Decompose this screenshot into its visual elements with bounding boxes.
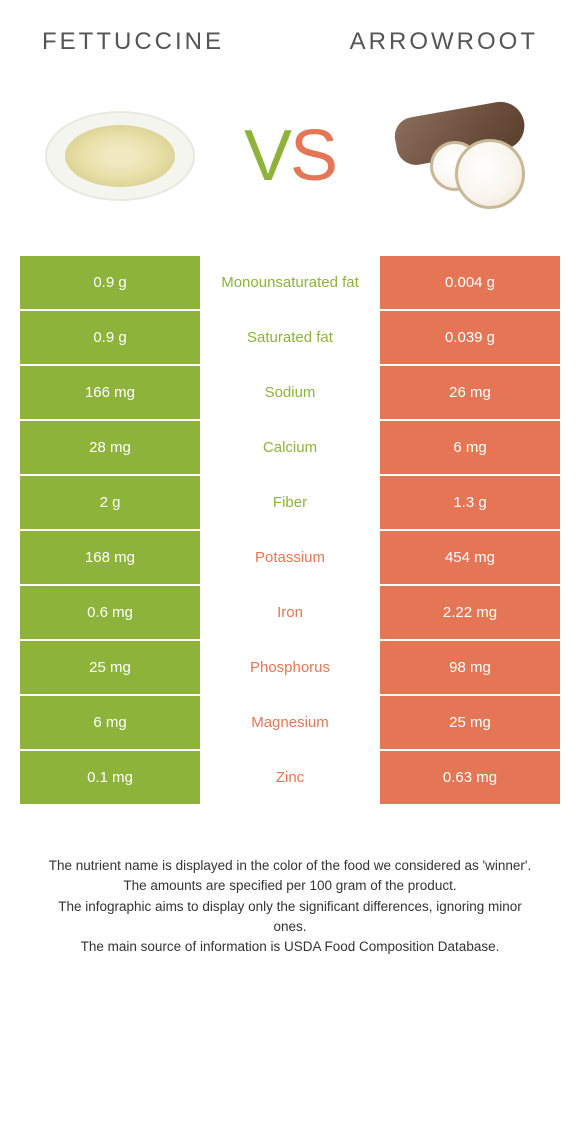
left-value-cell: 168 mg (20, 531, 200, 584)
images-row: VS (0, 66, 580, 256)
right-value-cell: 25 mg (380, 696, 560, 749)
vs-v: V (244, 115, 290, 197)
vs-label: VS (244, 115, 336, 197)
header: Fettuccine Arrowroot (0, 0, 580, 66)
left-food-title: Fettuccine (42, 28, 224, 56)
nutrient-label-cell: Phosphorus (200, 641, 380, 694)
table-row: 0.6 mgIron2.22 mg (20, 586, 560, 641)
left-value-cell: 25 mg (20, 641, 200, 694)
right-value-cell: 26 mg (380, 366, 560, 419)
nutrient-label-cell: Monounsaturated fat (200, 256, 380, 309)
table-row: 28 mgCalcium6 mg (20, 421, 560, 476)
nutrient-label-cell: Magnesium (200, 696, 380, 749)
table-row: 0.9 gMonounsaturated fat0.004 g (20, 256, 560, 311)
footer-line: The main source of information is USDA F… (40, 937, 540, 957)
right-value-cell: 0.004 g (380, 256, 560, 309)
right-value-cell: 0.039 g (380, 311, 560, 364)
vs-s: S (290, 115, 336, 197)
footer-notes: The nutrient name is displayed in the co… (0, 806, 580, 957)
nutrient-label-cell: Sodium (200, 366, 380, 419)
footer-line: The infographic aims to display only the… (40, 897, 540, 938)
right-value-cell: 98 mg (380, 641, 560, 694)
table-row: 0.9 gSaturated fat0.039 g (20, 311, 560, 366)
nutrient-label-cell: Fiber (200, 476, 380, 529)
table-row: 2 gFiber1.3 g (20, 476, 560, 531)
nutrient-label-cell: Potassium (200, 531, 380, 584)
table-row: 0.1 mgZinc0.63 mg (20, 751, 560, 806)
table-row: 6 mgMagnesium25 mg (20, 696, 560, 751)
left-food-image (40, 96, 200, 216)
right-food-title: Arrowroot (350, 28, 538, 56)
nutrient-table: 0.9 gMonounsaturated fat0.004 g0.9 gSatu… (0, 256, 580, 806)
table-row: 166 mgSodium26 mg (20, 366, 560, 421)
left-value-cell: 166 mg (20, 366, 200, 419)
fettuccine-icon (45, 111, 195, 201)
footer-line: The nutrient name is displayed in the co… (40, 856, 540, 876)
left-value-cell: 6 mg (20, 696, 200, 749)
left-value-cell: 2 g (20, 476, 200, 529)
footer-line: The amounts are specified per 100 gram o… (40, 876, 540, 896)
right-value-cell: 454 mg (380, 531, 560, 584)
table-row: 25 mgPhosphorus98 mg (20, 641, 560, 696)
arrowroot-icon (385, 101, 535, 211)
right-value-cell: 6 mg (380, 421, 560, 474)
right-food-image (380, 96, 540, 216)
left-value-cell: 0.1 mg (20, 751, 200, 804)
left-value-cell: 0.9 g (20, 256, 200, 309)
left-value-cell: 0.6 mg (20, 586, 200, 639)
table-row: 168 mgPotassium454 mg (20, 531, 560, 586)
nutrient-label-cell: Saturated fat (200, 311, 380, 364)
right-value-cell: 1.3 g (380, 476, 560, 529)
left-value-cell: 0.9 g (20, 311, 200, 364)
left-value-cell: 28 mg (20, 421, 200, 474)
right-value-cell: 2.22 mg (380, 586, 560, 639)
right-value-cell: 0.63 mg (380, 751, 560, 804)
nutrient-label-cell: Zinc (200, 751, 380, 804)
nutrient-label-cell: Calcium (200, 421, 380, 474)
nutrient-label-cell: Iron (200, 586, 380, 639)
